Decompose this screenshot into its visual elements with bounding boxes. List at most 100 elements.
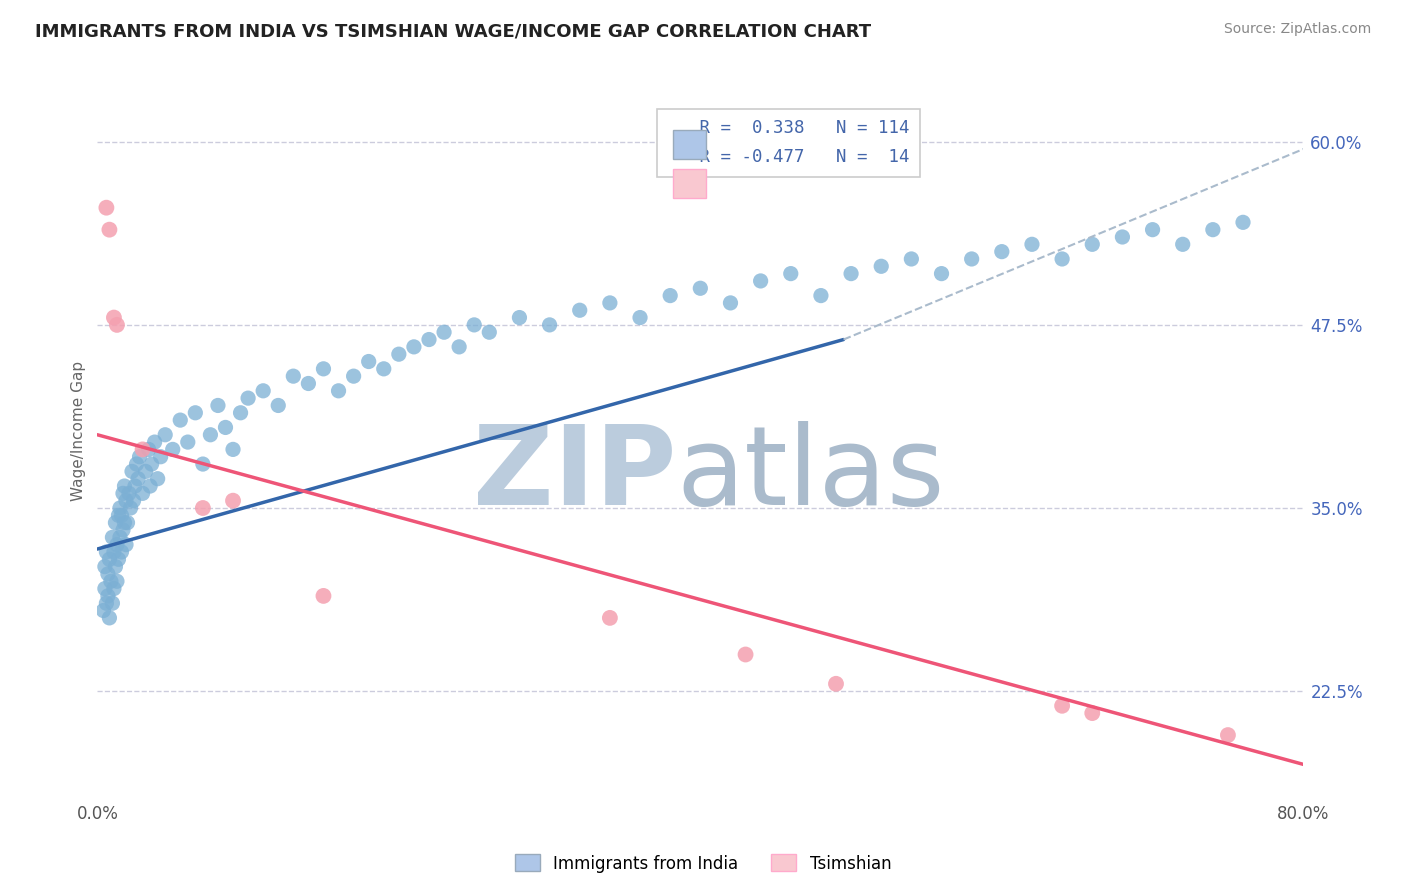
Point: [97, 589, 120, 603]
Point: [720, 296, 742, 310]
Point: [103, 582, 125, 596]
Y-axis label: Wage/Income Gap: Wage/Income Gap: [72, 361, 86, 501]
Point: [200, 427, 222, 442]
Point: [900, 252, 922, 266]
Point: [98, 611, 121, 625]
Point: [98, 222, 121, 236]
Point: [117, 516, 139, 530]
Point: [107, 552, 129, 566]
Point: [127, 472, 149, 486]
Bar: [672, 130, 706, 159]
Point: [96, 201, 118, 215]
Point: [1171, 237, 1194, 252]
Point: [105, 538, 128, 552]
Point: [153, 427, 176, 442]
Point: [124, 479, 146, 493]
Point: [960, 252, 983, 266]
Point: [628, 310, 651, 325]
Point: [115, 538, 138, 552]
Point: [931, 267, 953, 281]
Point: [659, 288, 682, 302]
Point: [103, 310, 125, 325]
Point: [108, 501, 131, 516]
Point: [418, 333, 440, 347]
Point: [131, 486, 153, 500]
Point: [169, 413, 191, 427]
Point: [779, 267, 801, 281]
Point: [141, 457, 163, 471]
Point: [105, 574, 128, 589]
Point: [162, 442, 184, 457]
Point: [1111, 230, 1133, 244]
Point: [222, 493, 245, 508]
Point: [115, 493, 138, 508]
Point: [1142, 222, 1164, 236]
Point: [991, 244, 1014, 259]
Point: [111, 523, 134, 537]
Point: [191, 457, 214, 471]
Point: [94, 582, 117, 596]
Point: [478, 325, 501, 339]
Point: [104, 516, 127, 530]
Point: [125, 457, 148, 471]
Point: [402, 340, 425, 354]
Point: [143, 435, 166, 450]
Point: [1232, 215, 1254, 229]
Point: [749, 274, 772, 288]
Point: [1021, 237, 1043, 252]
Point: [599, 611, 621, 625]
Point: [1050, 252, 1073, 266]
Point: [121, 464, 143, 478]
Point: [1081, 237, 1104, 252]
Point: [97, 566, 120, 581]
Text: atlas: atlas: [676, 421, 945, 528]
Point: [177, 435, 200, 450]
Point: [108, 530, 131, 544]
Point: [118, 486, 141, 500]
Point: [98, 552, 121, 566]
Point: [100, 574, 122, 589]
Point: [734, 648, 756, 662]
Point: [328, 384, 350, 398]
Point: [1050, 698, 1073, 713]
Point: [110, 508, 132, 523]
Point: [229, 406, 252, 420]
Point: [138, 442, 160, 457]
Text: IMMIGRANTS FROM INDIA VS TSIMSHIAN WAGE/INCOME GAP CORRELATION CHART: IMMIGRANTS FROM INDIA VS TSIMSHIAN WAGE/…: [35, 22, 872, 40]
Point: [96, 596, 118, 610]
Point: [508, 310, 530, 325]
Point: [689, 281, 711, 295]
Bar: [672, 169, 706, 198]
Point: [810, 288, 832, 302]
Point: [599, 296, 621, 310]
Point: [207, 399, 229, 413]
Point: [357, 354, 380, 368]
Point: [373, 361, 395, 376]
Point: [463, 318, 485, 332]
Point: [128, 450, 150, 464]
Text: Source: ZipAtlas.com: Source: ZipAtlas.com: [1223, 22, 1371, 37]
Point: [433, 325, 456, 339]
Point: [110, 545, 132, 559]
Point: [103, 545, 125, 559]
Point: [825, 677, 848, 691]
Point: [312, 361, 335, 376]
Point: [1202, 222, 1225, 236]
Point: [94, 559, 117, 574]
Point: [149, 450, 172, 464]
Point: [267, 399, 290, 413]
Point: [114, 479, 136, 493]
Point: [1216, 728, 1239, 742]
Point: [96, 545, 118, 559]
Point: [107, 508, 129, 523]
Point: [101, 596, 124, 610]
Point: [1081, 706, 1104, 720]
Point: [93, 603, 115, 617]
Point: [191, 501, 214, 516]
Point: [122, 493, 145, 508]
Point: [139, 479, 162, 493]
Legend: Immigrants from India, Tsimshian: Immigrants from India, Tsimshian: [508, 847, 898, 880]
Point: [105, 318, 128, 332]
Point: [283, 369, 305, 384]
Point: [449, 340, 471, 354]
